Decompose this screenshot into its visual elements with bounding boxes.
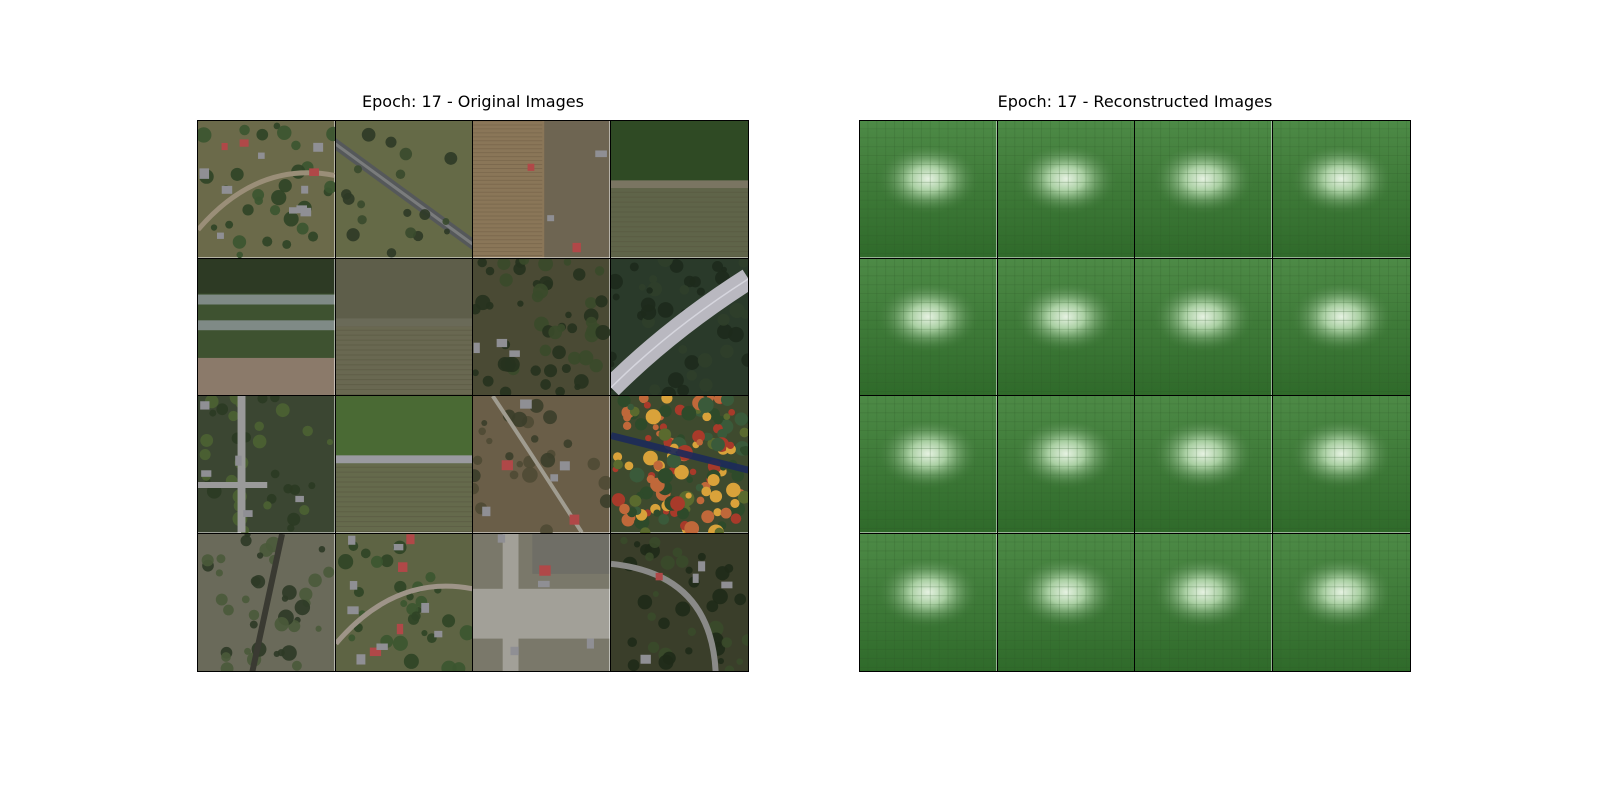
original-panel: Epoch: 17 - Original Images xyxy=(197,92,749,672)
reconstructed-image-tile xyxy=(1272,258,1410,396)
reconstructed-image-tile xyxy=(1135,533,1273,671)
reconstructed-image-tile xyxy=(1272,121,1410,259)
original-image-tile xyxy=(198,396,336,534)
reconstructed-image-tile xyxy=(997,396,1135,534)
original-image-tile xyxy=(335,121,473,259)
reconstructed-image-grid xyxy=(859,120,1411,672)
reconstructed-image-tile xyxy=(1135,258,1273,396)
original-image-tile xyxy=(473,533,611,671)
original-image-tile xyxy=(335,533,473,671)
original-image-tile xyxy=(610,258,748,396)
original-image-tile xyxy=(473,121,611,259)
reconstructed-image-tile xyxy=(860,396,998,534)
original-image-tile xyxy=(335,396,473,534)
reconstructed-title: Epoch: 17 - Reconstructed Images xyxy=(997,92,1273,111)
reconstructed-image-tile xyxy=(997,258,1135,396)
original-image-tile xyxy=(473,396,611,534)
reconstructed-image-tile xyxy=(997,121,1135,259)
original-image-tile xyxy=(198,121,336,259)
reconstructed-image-tile xyxy=(1135,396,1273,534)
reconstructed-image-tile xyxy=(1272,533,1410,671)
reconstructed-image-tile xyxy=(997,533,1135,671)
reconstructed-image-tile xyxy=(860,121,998,259)
reconstructed-image-tile xyxy=(1135,121,1273,259)
reconstructed-image-tile xyxy=(860,533,998,671)
original-image-tile xyxy=(198,258,336,396)
reconstructed-image-tile xyxy=(860,258,998,396)
reconstructed-image-tile xyxy=(1272,396,1410,534)
reconstructed-panel: Epoch: 17 - Reconstructed Images xyxy=(859,92,1411,672)
original-title: Epoch: 17 - Original Images xyxy=(362,92,584,111)
original-image-tile xyxy=(610,396,748,534)
original-image-tile xyxy=(198,533,336,671)
original-image-grid xyxy=(197,120,749,672)
original-image-tile xyxy=(610,121,748,259)
original-image-tile xyxy=(335,258,473,396)
original-image-tile xyxy=(473,258,611,396)
original-image-tile xyxy=(610,533,748,671)
